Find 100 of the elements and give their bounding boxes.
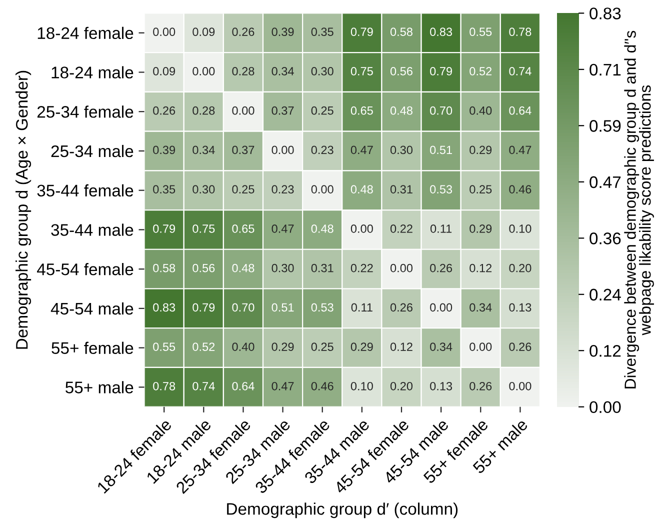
data-label: 0.37 (232, 146, 254, 154)
data-label: 0.78 (509, 28, 532, 36)
data-label: 0.26 (470, 382, 492, 390)
data-label: 0.30 (192, 185, 215, 194)
data-label: 0.64 (509, 106, 532, 115)
data-label: 0.70 (232, 303, 254, 312)
data-label: 0.09 (153, 67, 176, 76)
data-label: 0.58 (153, 264, 176, 272)
data-label: 0.26 (509, 342, 532, 351)
data-label: 0.29 (350, 342, 373, 351)
data-label: 0.53 (311, 303, 334, 312)
data-label: 0.48 (350, 185, 373, 194)
data-label: 0.79 (350, 28, 373, 36)
data-label: 0.47 (509, 146, 532, 154)
data-label: 0.25 (311, 106, 334, 115)
color-bar-label: 0.36 (590, 232, 621, 244)
y-tick-label: 55+ female (52, 342, 134, 354)
data-label: 0.26 (430, 264, 452, 272)
data-label: 0.00 (430, 303, 452, 312)
y-tick-label: 55+ male (66, 381, 134, 394)
data-label: 0.47 (272, 382, 294, 390)
data-label: 0.00 (470, 342, 492, 351)
data-label: 0.20 (509, 264, 532, 272)
data-label: 0.55 (153, 342, 176, 351)
data-label: 0.34 (430, 342, 452, 351)
data-label: 0.30 (390, 146, 413, 154)
data-label: 0.00 (192, 67, 215, 76)
y-tick-label: 35-44 male (51, 224, 134, 236)
data-label: 0.28 (192, 106, 215, 115)
color-bar-label: 0.00 (590, 401, 621, 414)
data-label: 0.00 (232, 106, 254, 115)
y-axis-title: Demographic group d (Age × Gender) (16, 70, 32, 349)
data-label: 0.39 (153, 146, 176, 154)
data-label: 0.35 (153, 185, 176, 194)
color-bar-label: 0.83 (590, 8, 621, 20)
data-label: 0.00 (311, 185, 334, 194)
data-label: 0.26 (390, 303, 412, 312)
data-label: 0.34 (470, 303, 492, 312)
y-tick-label: 45-54 male (50, 302, 134, 315)
data-label: 0.70 (430, 106, 452, 115)
data-label: 0.10 (350, 382, 373, 390)
data-label: 0.22 (390, 224, 412, 233)
color-bar-label: 0.12 (590, 344, 621, 357)
data-label: 0.25 (311, 342, 334, 351)
color-bar-label: 0.71 (590, 64, 621, 76)
data-label: 0.56 (192, 264, 215, 272)
data-label: 0.26 (232, 28, 254, 36)
data-label: 0.00 (153, 28, 176, 36)
data-label: 0.23 (272, 185, 294, 194)
data-label: 0.65 (232, 224, 254, 233)
data-label: 0.29 (470, 224, 492, 233)
y-tick-label: 18-24 female (38, 26, 134, 40)
data-label: 0.48 (232, 264, 254, 272)
data-label: 0.47 (272, 224, 294, 233)
data-label: 0.00 (272, 146, 294, 154)
y-tick-label: 35-44 female (37, 184, 134, 197)
data-label: 0.34 (192, 146, 215, 154)
data-label: 0.22 (350, 264, 373, 272)
data-label: 0.40 (470, 106, 492, 115)
data-label: 0.29 (272, 342, 294, 351)
color-bar-label: 0.59 (590, 120, 621, 132)
data-label: 0.00 (509, 382, 532, 390)
y-tick-label: 45-54 female (37, 263, 134, 276)
y-tick-label: 18-24 male (52, 66, 134, 78)
data-label: 0.13 (430, 382, 452, 390)
data-label: 0.46 (509, 185, 532, 194)
data-label: 0.58 (390, 28, 412, 36)
data-label: 0.28 (232, 67, 254, 76)
data-label: 0.13 (509, 303, 532, 312)
data-label: 0.20 (390, 382, 413, 390)
data-label: 0.52 (192, 342, 215, 351)
data-label: 0.11 (351, 303, 372, 312)
data-label: 0.34 (272, 67, 294, 76)
data-label: 0.83 (153, 303, 176, 312)
data-label: 0.56 (390, 67, 412, 76)
data-label: 0.29 (470, 146, 492, 154)
data-label: 0.11 (430, 224, 452, 233)
data-label: 0.64 (232, 382, 254, 390)
data-label: 0.30 (272, 264, 294, 272)
y-tick-label: 25-34 female (37, 106, 134, 118)
data-label: 0.75 (350, 67, 373, 76)
data-label: 0.09 (192, 28, 215, 36)
data-label: 0.10 (509, 224, 532, 233)
data-label: 0.00 (390, 264, 413, 272)
color-bar-label: 0.47 (590, 176, 621, 188)
y-tick-label: 25-34 male (51, 144, 134, 158)
data-label: 0.35 (311, 28, 334, 36)
data-label: 0.30 (311, 67, 334, 76)
data-label: 0.31 (390, 185, 412, 194)
data-label: 0.79 (153, 224, 176, 233)
data-label: 0.12 (390, 342, 412, 351)
data-label: 0.48 (390, 106, 412, 115)
data-label: 0.26 (153, 106, 176, 115)
data-label: 0.53 (430, 185, 452, 194)
data-label: 0.83 (430, 28, 452, 36)
data-label: 0.48 (311, 224, 334, 233)
data-label: 0.47 (350, 146, 373, 154)
data-label: 0.25 (232, 185, 254, 194)
color-bar-label: 0.24 (590, 288, 621, 301)
data-label: 0.52 (470, 67, 492, 76)
